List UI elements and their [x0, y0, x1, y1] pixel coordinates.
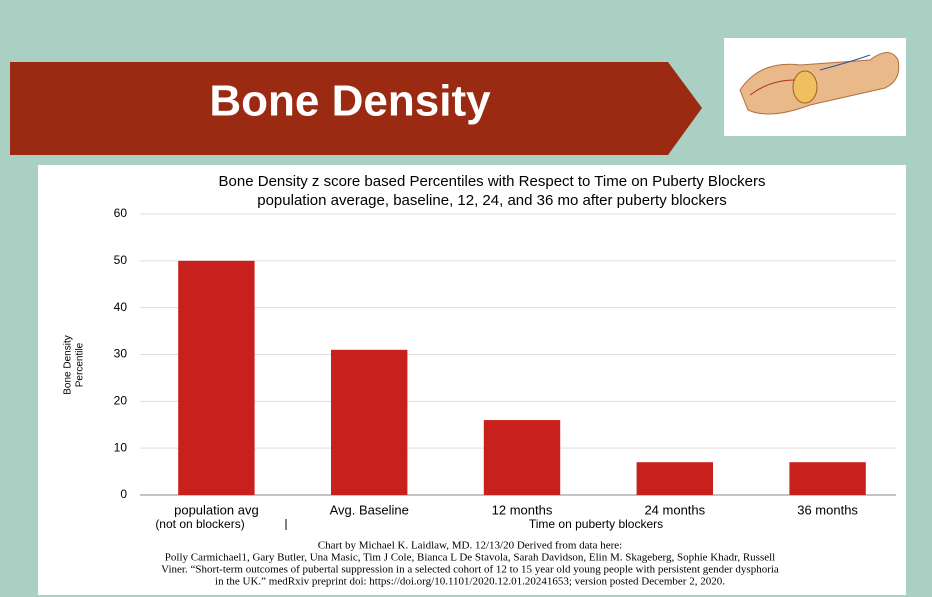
slide-title: Bone Density: [209, 77, 491, 126]
chart-subtitle: population average, baseline, 12, 24, an…: [257, 192, 726, 209]
source-line: Viner. “Short-term outcomes of pubertal …: [161, 564, 779, 576]
page: Bone Density Bone Density z score based …: [0, 0, 932, 597]
y-tick-label: 0: [120, 487, 127, 501]
annotation: (not on blockers): [155, 517, 244, 531]
x-tick-label: 24 months: [644, 502, 705, 517]
y-tick-label: 20: [114, 394, 128, 408]
x-tick-label: population avg: [174, 502, 259, 517]
y-axis-label: Bone Density: [63, 335, 74, 394]
bar: [637, 462, 713, 495]
y-tick-label: 30: [114, 347, 128, 361]
chart-title: Bone Density z score based Percentiles w…: [219, 173, 766, 190]
y-tick-label: 10: [114, 440, 128, 454]
y-tick-label: 50: [114, 253, 128, 267]
bone-illustration: [724, 38, 906, 136]
x-tick-label: 36 months: [797, 502, 858, 517]
source-line: Polly Carmichael1, Gary Butler, Una Masi…: [165, 552, 775, 564]
x-tick-label: Avg. Baseline: [330, 502, 409, 517]
bar: [789, 462, 865, 495]
bar: [331, 350, 407, 495]
y-axis-label: Percentile: [75, 342, 86, 387]
source-line: in the UK.” medRxiv preprint doi: https:…: [215, 576, 725, 588]
bar: [178, 261, 254, 495]
y-tick-label: 60: [114, 206, 128, 220]
bar: [484, 420, 560, 495]
source-line: Chart by Michael K. Laidlaw, MD. 12/13/2…: [318, 540, 622, 552]
slide: Bone Density Bone Density z score based …: [0, 0, 932, 597]
x-tick-label: 12 months: [492, 502, 553, 517]
y-tick-label: 40: [114, 300, 128, 314]
annotation: Time on puberty blockers: [529, 517, 663, 531]
